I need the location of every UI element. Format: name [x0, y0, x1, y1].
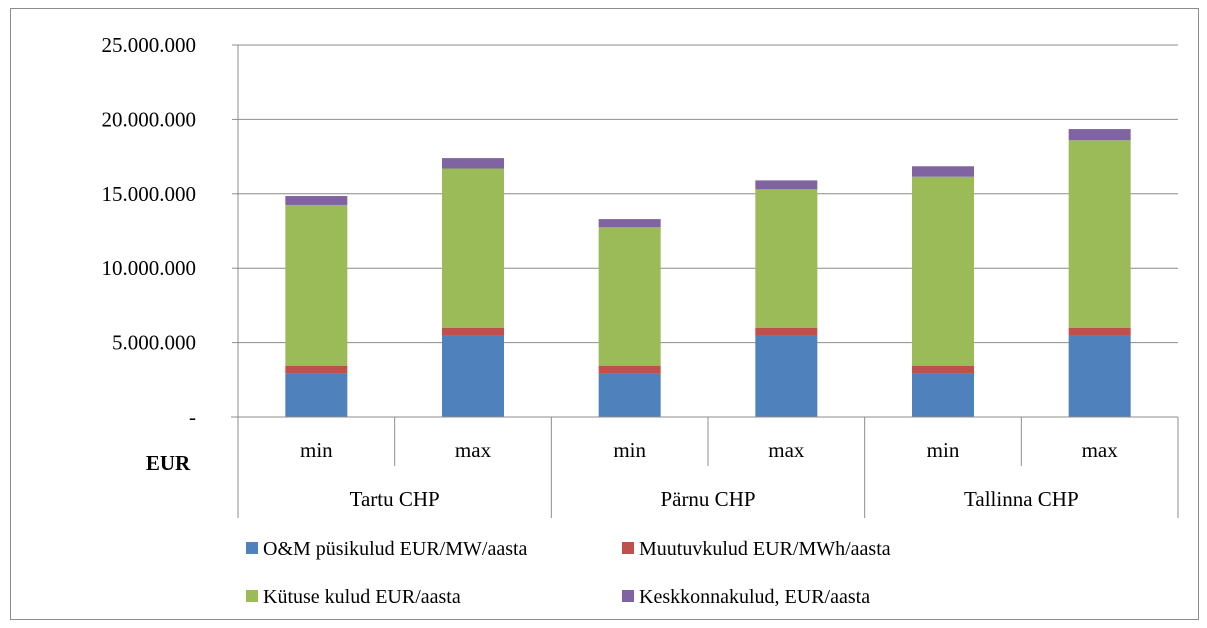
bar-segment	[912, 373, 974, 417]
bar-segment	[598, 365, 661, 374]
bar-segment	[285, 373, 348, 417]
bar-segment	[1068, 140, 1131, 328]
legend-swatch	[246, 542, 258, 554]
y-tick-label: -	[189, 405, 196, 429]
x-category-label: max	[455, 438, 492, 462]
legend-label: O&M püsikulud EUR/MW/aasta	[263, 538, 528, 560]
bar-segment	[285, 196, 348, 205]
axes	[231, 44, 1178, 467]
legend-label: Muutuvkulud EUR/MWh/aasta	[639, 538, 891, 560]
x-category-label: max	[768, 438, 805, 462]
bar-segment	[755, 335, 818, 417]
bar-segment	[442, 327, 504, 336]
bars	[285, 129, 1131, 417]
legend: O&M püsikulud EUR/MW/aasta Muutuvkulud EU…	[246, 538, 891, 608]
bar-segment	[442, 158, 504, 169]
legend-label: Keskkonnakulud, EUR/aasta	[639, 586, 870, 608]
x-category-label: min	[300, 438, 333, 462]
x-group-label: Tallinna CHP	[964, 487, 1079, 511]
bar-segment	[755, 189, 818, 328]
bar-segment	[755, 327, 818, 336]
x-category-label: min	[613, 438, 646, 462]
x-category-label: min	[927, 438, 960, 462]
bar-segment	[285, 365, 348, 374]
bar-segment	[285, 204, 348, 366]
bar-segment	[1068, 129, 1131, 141]
bar-segment	[912, 166, 974, 177]
x-group-label: Pärnu CHP	[660, 487, 755, 511]
y-tick-label: 5.000.000	[112, 331, 196, 355]
x-group-label: Tartu CHP	[350, 487, 440, 511]
legend-swatch	[622, 590, 634, 602]
bar-segment	[598, 219, 661, 228]
y-tick-label: 15.000.000	[102, 182, 197, 206]
bar-segment	[755, 180, 818, 190]
legend-swatch	[622, 542, 634, 554]
legend-swatch	[246, 590, 258, 602]
y-axis-tick-labels: - 5.000.000 10.000.000 15.000.000 20.000.000…	[102, 33, 197, 429]
x-category-label: max	[1082, 438, 1119, 462]
bar-segment	[442, 335, 504, 417]
bar-segment	[1068, 335, 1131, 417]
y-tick-label: 10.000.000	[102, 256, 197, 280]
bar-segment	[912, 365, 974, 374]
bar-segment	[598, 227, 661, 366]
bar-segment	[1068, 327, 1131, 336]
gridlines	[238, 44, 1178, 344]
y-tick-label: 20.000.000	[102, 107, 197, 131]
legend-label: Kütuse kulud EUR/aasta	[263, 586, 461, 608]
category-labels: min max min max min max Tartu CHP Pärnu CHP Tall…	[237, 417, 1179, 518]
unit-label: EUR	[146, 451, 191, 475]
bar-segment	[598, 373, 661, 417]
bar-segment	[442, 168, 504, 328]
y-tick-label: 25.000.000	[102, 33, 197, 57]
bar-segment	[912, 176, 974, 366]
